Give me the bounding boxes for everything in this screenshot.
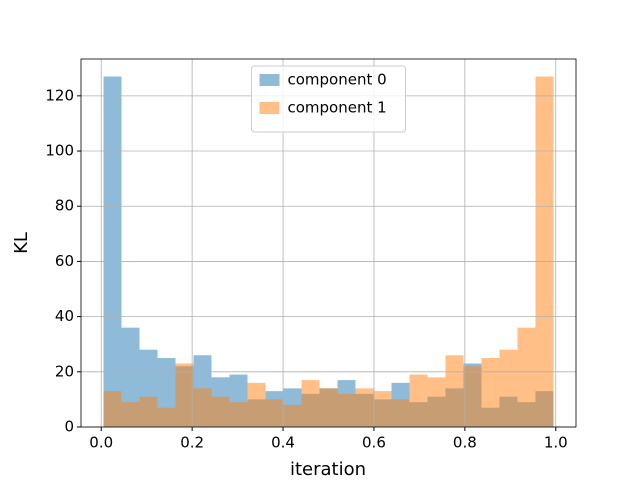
plot-frame xyxy=(80,58,577,428)
x-tick-label: 0.2 xyxy=(180,434,204,452)
x-tick-label: 0.6 xyxy=(362,434,386,452)
bar xyxy=(337,393,356,427)
y-tick-label: 60 xyxy=(55,252,74,270)
bar xyxy=(103,76,122,428)
legend-swatch xyxy=(259,102,280,114)
bar xyxy=(445,355,464,427)
y-tick-label: 80 xyxy=(55,197,74,215)
legend-label: component 0 xyxy=(288,71,387,89)
x-tick-label: 0.8 xyxy=(453,434,477,452)
legend-label: component 1 xyxy=(288,99,387,117)
bar xyxy=(175,363,194,427)
bar xyxy=(517,327,536,427)
y-tick-label: 20 xyxy=(55,362,74,380)
bar xyxy=(373,391,392,427)
x-tick-label: 0.4 xyxy=(271,434,295,452)
bar xyxy=(535,76,554,428)
y-tick-label: 100 xyxy=(45,142,74,160)
bar xyxy=(139,396,158,427)
bar xyxy=(265,399,284,427)
bar xyxy=(319,388,338,427)
legend-box xyxy=(251,65,406,133)
bar xyxy=(355,388,374,427)
bar xyxy=(301,380,320,427)
bar xyxy=(427,377,446,427)
x-axis-label: iteration xyxy=(290,459,366,480)
bar xyxy=(463,366,482,427)
y-tick-label: 40 xyxy=(55,307,74,325)
bar xyxy=(193,388,212,427)
bar xyxy=(229,402,248,427)
bar xyxy=(103,391,122,427)
bar xyxy=(283,404,302,427)
y-tick-label: 0 xyxy=(64,418,74,436)
bar xyxy=(481,358,500,427)
bar xyxy=(247,382,266,427)
y-axis-label: KL xyxy=(11,232,32,254)
legend-swatch xyxy=(259,74,280,86)
y-tick-label: 120 xyxy=(45,86,74,104)
x-tick-label: 1.0 xyxy=(544,434,568,452)
x-tick-label: 0.0 xyxy=(89,434,113,452)
bar xyxy=(499,349,518,427)
bar xyxy=(157,407,176,427)
bar xyxy=(391,399,410,427)
bar xyxy=(121,402,140,427)
bar xyxy=(409,374,428,427)
bar xyxy=(211,396,230,427)
bar xyxy=(121,327,140,427)
